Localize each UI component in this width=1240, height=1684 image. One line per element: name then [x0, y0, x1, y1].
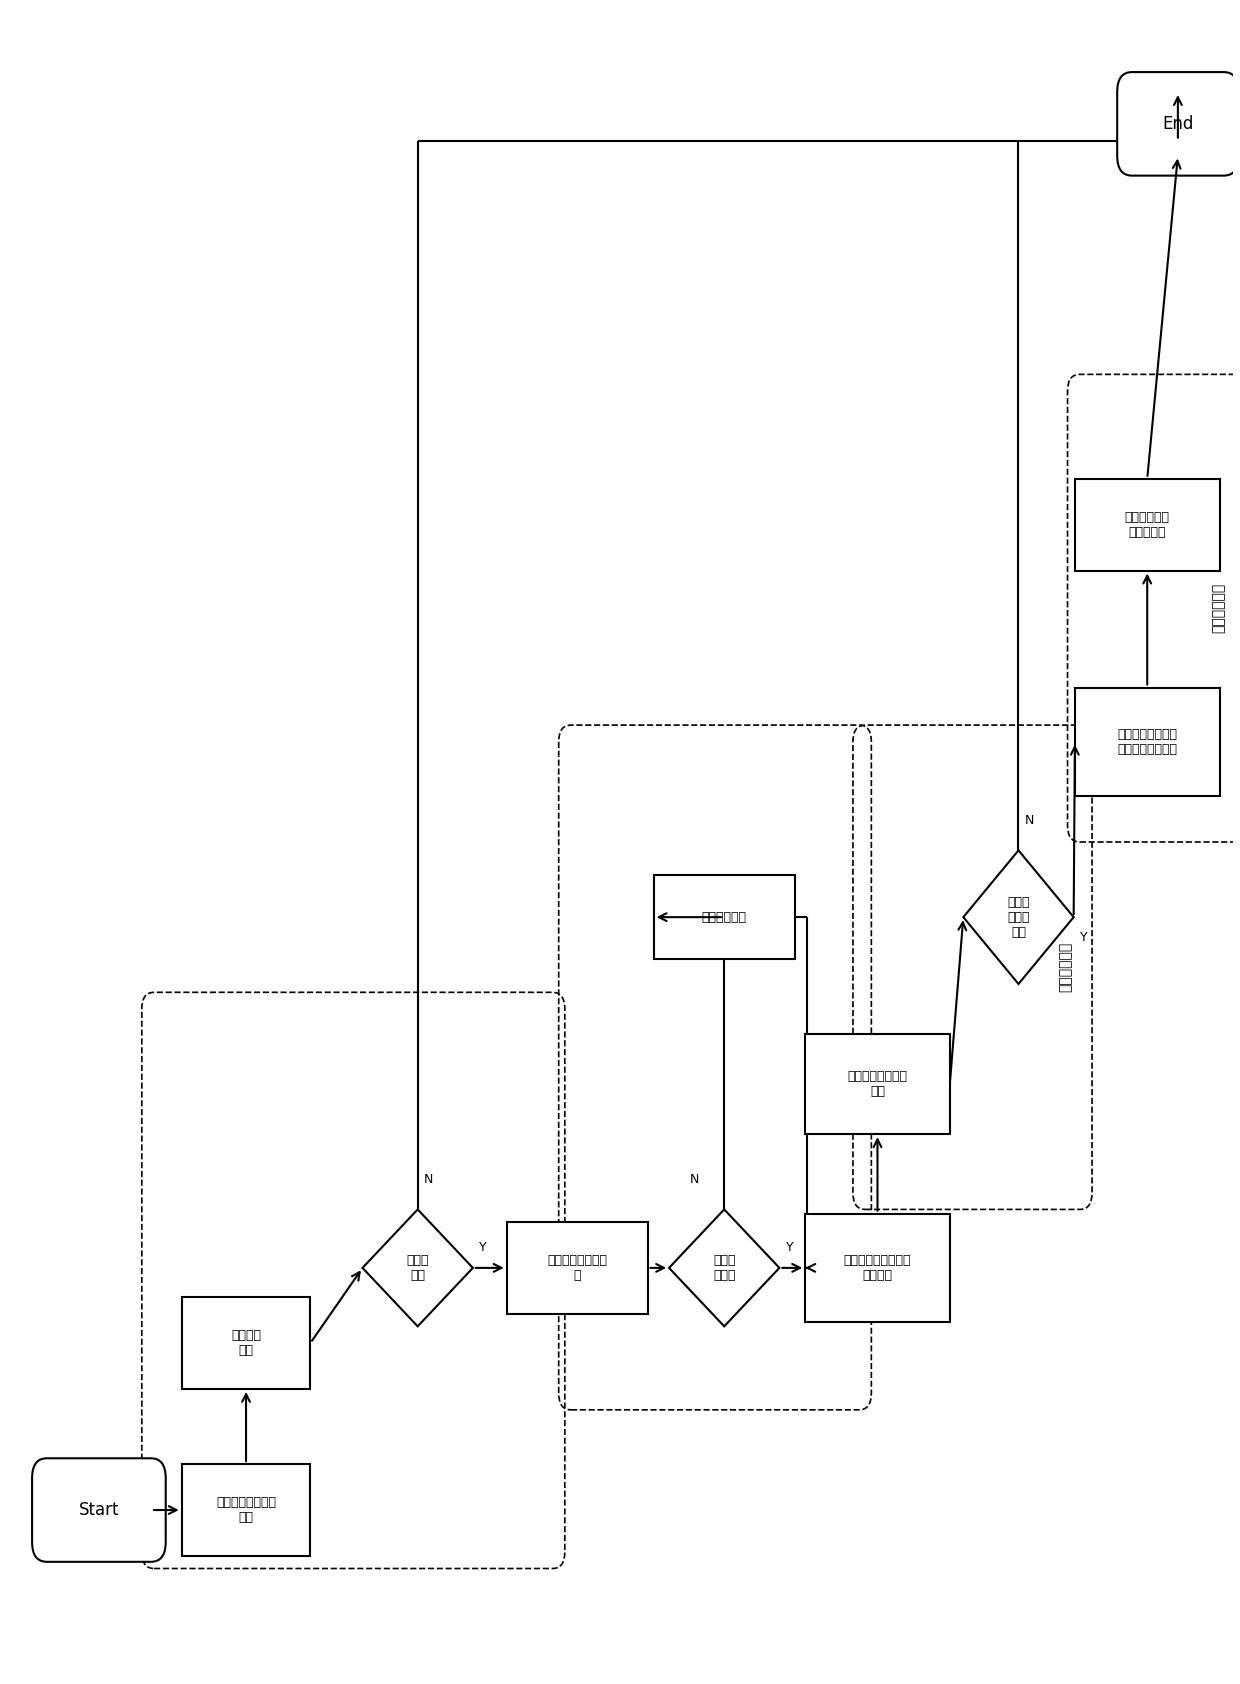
Polygon shape [362, 1209, 472, 1327]
Text: 发送门的控制指令
（包括门的开度）: 发送门的控制指令 （包括门的开度） [1117, 727, 1177, 756]
Text: 关键特征识别: 关键特征识别 [1058, 941, 1073, 992]
Text: Y: Y [785, 1241, 794, 1255]
FancyBboxPatch shape [1117, 72, 1239, 175]
FancyBboxPatch shape [805, 1214, 950, 1322]
FancyBboxPatch shape [507, 1223, 647, 1314]
Text: 是否为
人类: 是否为 人类 [407, 1255, 429, 1282]
FancyBboxPatch shape [1075, 478, 1220, 571]
Polygon shape [670, 1209, 780, 1327]
FancyBboxPatch shape [805, 1034, 950, 1135]
Text: 移动物体进入检测
区域: 移动物体进入检测 区域 [216, 1495, 277, 1524]
Text: 计算监控中人的数
量: 计算监控中人的数 量 [547, 1255, 608, 1282]
Text: 控制完成开门
或关门动作: 控制完成开门 或关门动作 [1125, 510, 1169, 539]
FancyBboxPatch shape [653, 876, 795, 958]
Polygon shape [963, 850, 1074, 983]
FancyBboxPatch shape [182, 1297, 310, 1389]
Text: Start: Start [78, 1500, 119, 1519]
Text: 是否满
足开门
要求: 是否满 足开门 要求 [1007, 896, 1029, 938]
Text: 控制指令发送: 控制指令发送 [1211, 583, 1225, 633]
Text: Y: Y [1080, 931, 1087, 943]
FancyBboxPatch shape [182, 1463, 310, 1556]
Text: 对象跟踪: 对象跟踪 [837, 1051, 852, 1084]
Text: 更新跟踪对象位置、
运动方向: 更新跟踪对象位置、 运动方向 [843, 1255, 911, 1282]
Text: 物体类型识别: 物体类型识别 [531, 1255, 544, 1305]
Text: 是否已
经跟踪: 是否已 经跟踪 [713, 1255, 735, 1282]
FancyBboxPatch shape [1075, 687, 1220, 797]
Text: 创建跟踪对象: 创建跟踪对象 [702, 911, 746, 923]
Text: End: End [1162, 115, 1194, 133]
Text: Y: Y [479, 1241, 486, 1255]
Text: 跟踪对象关键特征
提取: 跟踪对象关键特征 提取 [847, 1069, 908, 1098]
Text: N: N [689, 1172, 699, 1186]
FancyBboxPatch shape [32, 1458, 166, 1561]
Text: N: N [1024, 813, 1034, 827]
Text: 物体类型
识别: 物体类型 识别 [231, 1329, 262, 1357]
Text: N: N [424, 1172, 433, 1186]
